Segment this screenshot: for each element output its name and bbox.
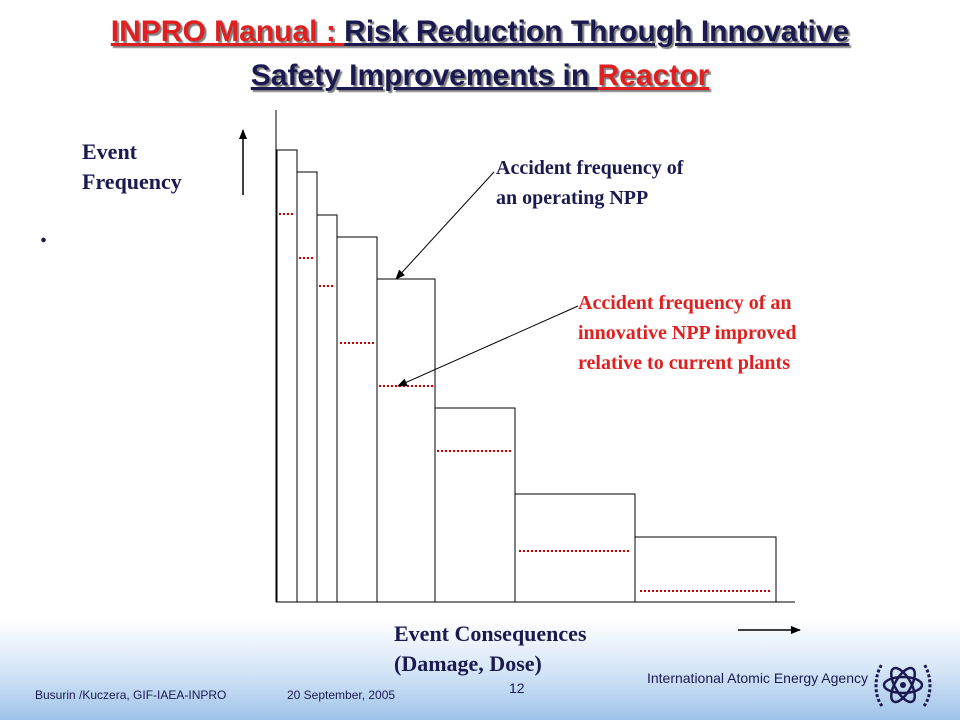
consequence-step-4 bbox=[336, 236, 378, 603]
title-part-1: INPRO Manual : bbox=[110, 15, 345, 48]
slide-title: INPRO Manual : Risk Reduction Through In… bbox=[0, 10, 960, 98]
agency-name: International Atomic Energy Agency bbox=[646, 670, 868, 686]
annotation-innovative-line-3: relative to current plants bbox=[578, 352, 791, 374]
annotation-innovative-line-1: Accident frequency of an bbox=[578, 292, 792, 314]
x-axis-label-line-2: (Damage, Dose) bbox=[394, 651, 542, 676]
consequence-step-3 bbox=[316, 214, 338, 603]
slide-title-line-1: INPRO Manual : Risk Reduction Through In… bbox=[0, 10, 960, 54]
slide-title-line-2: Safety Improvements in Reactor bbox=[0, 54, 960, 98]
title-part-3: Safety Improvements in bbox=[250, 59, 598, 92]
consequence-step-1 bbox=[276, 149, 298, 603]
consequence-step-8 bbox=[634, 536, 777, 603]
annotation-innovative-npp: Accident frequency of an innovative NPP … bbox=[578, 288, 797, 378]
y-axis-label: Event Frequency bbox=[82, 137, 182, 197]
consequence-step-6 bbox=[434, 407, 516, 603]
innovative-npp-pointer-arrow bbox=[397, 305, 579, 387]
title-part-4: Reactor bbox=[597, 59, 710, 92]
annotation-operating-npp: Accident frequency of an operating NPP bbox=[496, 153, 683, 213]
annotation-operating-line-2: an operating NPP bbox=[496, 187, 649, 209]
bullet-dot: . bbox=[40, 218, 47, 249]
x-axis-label-line-1: Event Consequences bbox=[394, 621, 587, 646]
iaea-atom-logo-icon bbox=[874, 663, 932, 707]
annotation-innovative-line-2: innovative NPP improved bbox=[578, 322, 797, 344]
operating-npp-pointer-arrow bbox=[395, 171, 495, 280]
y-axis-label-line-2: Frequency bbox=[82, 169, 182, 194]
consequence-step-5 bbox=[376, 278, 436, 603]
x-axis-label: Event Consequences (Damage, Dose) bbox=[394, 619, 587, 679]
annotation-operating-line-1: Accident frequency of bbox=[496, 157, 684, 179]
y-axis-label-line-1: Event bbox=[82, 139, 137, 164]
consequence-step-2 bbox=[296, 171, 318, 603]
footer-authors: Busurin /Kuczera, GIF-IAEA-INPRO bbox=[35, 688, 227, 702]
page-number: 12 bbox=[509, 680, 525, 696]
title-part-2: Risk Reduction Through Innovative bbox=[344, 15, 850, 48]
footer-date: 20 September, 2005 bbox=[287, 688, 396, 702]
consequence-step-7 bbox=[514, 493, 636, 603]
